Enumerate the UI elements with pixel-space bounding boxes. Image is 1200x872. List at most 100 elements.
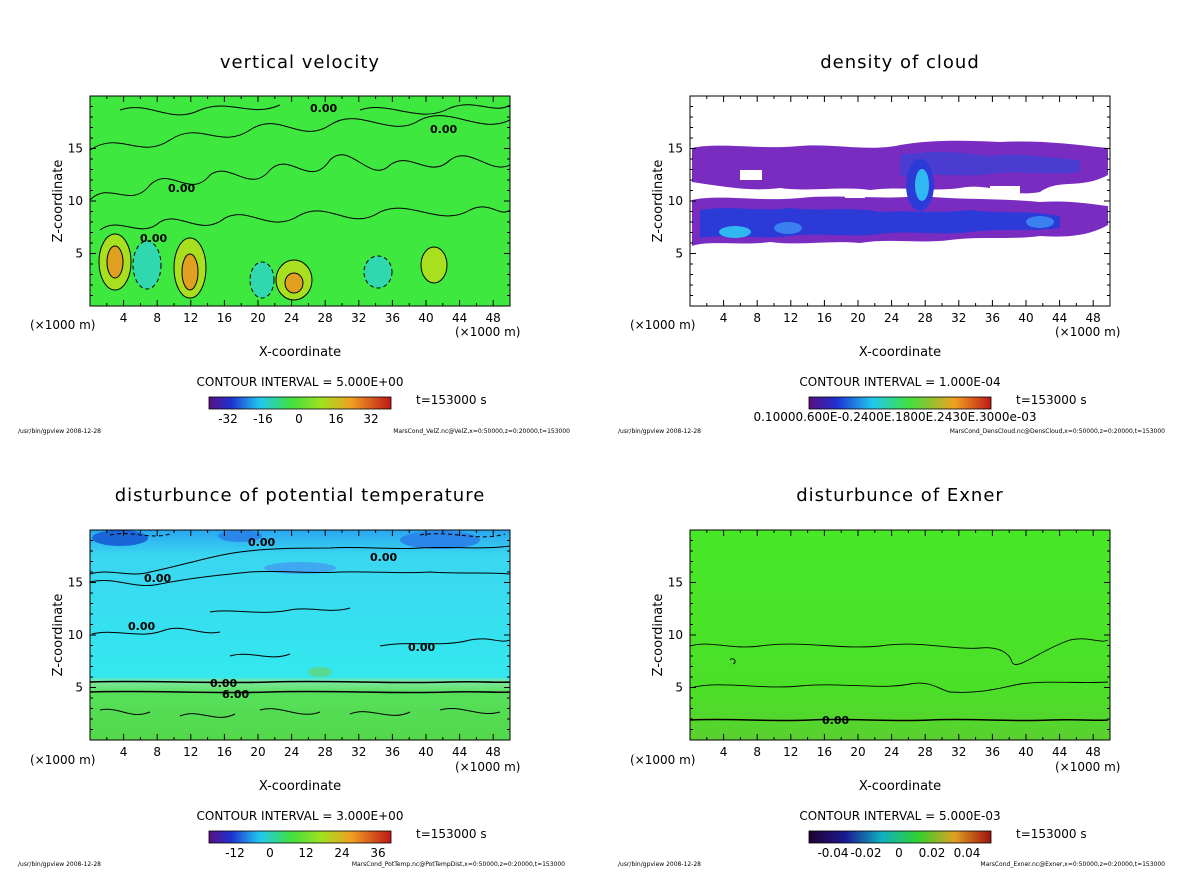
y-ticks: 5 10 15	[68, 540, 510, 730]
x-tick-label: 24	[884, 745, 899, 759]
x-tick-label: 20	[850, 311, 865, 325]
contour-field	[692, 140, 1108, 246]
contour-label: 0.00	[310, 102, 337, 115]
x-tick-label: 48	[486, 311, 501, 325]
y-tick-label: 15	[68, 576, 83, 590]
colorbar-tick: 0	[266, 846, 274, 860]
x-tick-label: 20	[250, 311, 265, 325]
time-label: t=153000 s	[1016, 393, 1087, 407]
y-tick-label: 15	[668, 576, 683, 590]
y-tick-label: 10	[68, 628, 83, 642]
y-ticks: 5 10 15	[68, 106, 510, 296]
y-tick-label: 15	[668, 142, 683, 156]
y-axis-label: Z-coordinate	[651, 160, 666, 243]
footer-right: MarsCond_PotTemp.nc@PotTempDist,x=0:5000…	[352, 861, 565, 868]
x-tick-label: 44	[1052, 311, 1067, 325]
contour-field	[690, 638, 1109, 722]
contour-label: 0.00	[144, 572, 171, 585]
footer-right: MarsCond_Exner.nc@Exner,x=0:50000,z=0:20…	[980, 861, 1165, 868]
contour-interval: CONTOUR INTERVAL = 3.000E+00	[197, 809, 404, 823]
x-tick-label: 28	[318, 311, 333, 325]
colorbar-ticks: -12 0 12 24 36	[225, 846, 385, 860]
x-tick-label: 8	[153, 745, 161, 759]
x-unit-right: (×1000 m)	[455, 325, 520, 339]
contour-label: 0.00	[822, 714, 849, 727]
panel-vertical-velocity: vertical velocity	[18, 52, 570, 435]
x-tick-label: 48	[486, 745, 501, 759]
colorbar-tick: -32	[218, 412, 238, 426]
colorbar-tick: 0.02	[919, 846, 946, 860]
x-tick-label: 16	[817, 745, 832, 759]
contour-label: 0.00	[210, 677, 237, 690]
y-tick-label: 10	[668, 628, 683, 642]
contour-label: 0.00	[140, 232, 167, 245]
colorbar-tick: -16	[253, 412, 273, 426]
x-unit-left: (×1000 m)	[630, 753, 695, 767]
x-ticks: 4 8 12 16 20 24 28 32 36 40 44 48	[106, 530, 501, 759]
contour-field	[90, 104, 510, 301]
plot-background	[690, 530, 1110, 740]
x-unit-left: (×1000 m)	[30, 753, 95, 767]
y-ticks: 5 10 15	[668, 540, 1110, 730]
x-tick-label: 36	[985, 745, 1000, 759]
x-tick-label: 16	[217, 745, 232, 759]
panel-potential-temperature: disturbunce of potential temperature	[18, 485, 565, 868]
x-tick-label: 12	[183, 745, 198, 759]
downdraft-cell	[250, 262, 274, 298]
y-tick-label: 5	[75, 247, 83, 261]
contour-lines	[90, 104, 510, 301]
x-tick-label: 20	[850, 745, 865, 759]
colorbar-label: 0.10000.600E-0.2400E.1800E.2430E.3000e-0…	[753, 410, 1036, 424]
colorbar	[208, 830, 392, 844]
colorbar-tick: 0	[895, 846, 903, 860]
x-tick-label: 28	[918, 745, 933, 759]
contour-label: 0.00	[430, 123, 457, 136]
y-tick-label: 5	[675, 247, 683, 261]
footer-left: /usr/bin/gpview 2008-12-28	[618, 861, 701, 868]
y-tick-label: 10	[668, 194, 683, 208]
contour-label: 0.00	[408, 641, 435, 654]
y-tick-label: 10	[68, 194, 83, 208]
contour-lines	[90, 533, 510, 718]
footer-left: /usr/bin/gpview 2008-12-28	[18, 861, 101, 868]
updraft-core	[285, 273, 303, 293]
x-tick-label: 4	[120, 311, 128, 325]
y-tick-label: 15	[68, 142, 83, 156]
x-tick-label: 44	[452, 311, 467, 325]
x-tick-label: 12	[783, 311, 798, 325]
downdraft-cell	[364, 256, 392, 288]
x-tick-label: 40	[418, 745, 433, 759]
contour-label: 0.00	[168, 182, 195, 195]
x-tick-label: 44	[1052, 745, 1067, 759]
chart-title: vertical velocity	[220, 52, 380, 73]
x-tick-label: 12	[183, 311, 198, 325]
x-tick-label: 32	[951, 311, 966, 325]
colorbar-ticks: -0.04 -0.02 0 0.02 0.04	[817, 846, 980, 860]
x-tick-label: 32	[351, 311, 366, 325]
x-ticks: 4 8 12 16 20 24 28 32 36 40 44 48	[706, 530, 1101, 759]
contour-label: 0.00	[248, 536, 275, 549]
contour-label: 6.00	[222, 688, 249, 701]
y-axis-label: Z-coordinate	[51, 160, 66, 243]
x-tick-label: 4	[720, 311, 728, 325]
x-tick-label: 36	[385, 745, 400, 759]
contour-label: 0.00	[370, 551, 397, 564]
x-tick-label: 32	[951, 745, 966, 759]
x-unit-left: (×1000 m)	[630, 318, 695, 332]
y-tick-label: 5	[675, 681, 683, 695]
contour-interval: CONTOUR INTERVAL = 5.000E+00	[197, 375, 404, 389]
colorbar	[808, 830, 992, 844]
x-tick-label: 8	[153, 311, 161, 325]
colorbar-tick: -0.02	[850, 846, 881, 860]
colorbar-tick: 0	[295, 412, 303, 426]
contour-label: 0.00	[128, 620, 155, 633]
x-tick-label: 28	[918, 311, 933, 325]
x-axis-label: X-coordinate	[859, 345, 941, 360]
colorbar-tick: -12	[225, 846, 245, 860]
x-tick-label: 20	[250, 745, 265, 759]
x-tick-label: 12	[783, 745, 798, 759]
x-tick-label: 16	[817, 311, 832, 325]
x-tick-label: 40	[418, 311, 433, 325]
x-tick-label: 24	[284, 311, 299, 325]
